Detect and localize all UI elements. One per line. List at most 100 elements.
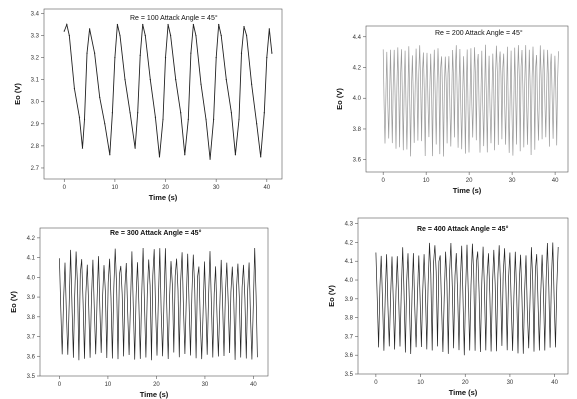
y-tick-label: 3.9 bbox=[27, 295, 36, 301]
y-tick-label: 3.0 bbox=[31, 100, 40, 106]
x-tick-label: 20 bbox=[462, 380, 469, 386]
data-point bbox=[154, 116, 157, 118]
data-point bbox=[66, 23, 68, 26]
data-point bbox=[230, 112, 232, 114]
data-point bbox=[209, 158, 211, 160]
data-point bbox=[94, 52, 96, 54]
data-point bbox=[83, 118, 86, 120]
x-axis-label: Time (s) bbox=[149, 193, 178, 202]
x-tick-label: 0 bbox=[374, 380, 378, 386]
x-tick-label: 10 bbox=[112, 185, 119, 191]
data-point bbox=[238, 118, 240, 120]
data-point bbox=[68, 34, 70, 37]
data-point bbox=[78, 116, 81, 118]
data-point bbox=[220, 34, 222, 37]
y-tick-label: 4.4 bbox=[353, 35, 362, 41]
x-tick-label: 40 bbox=[250, 382, 257, 388]
y-tick-label: 4.0 bbox=[27, 275, 36, 281]
data-point bbox=[243, 26, 245, 28]
data-point bbox=[119, 34, 121, 37]
x-axis-label: Time (s) bbox=[140, 390, 169, 399]
x-tick-label: 10 bbox=[105, 382, 112, 388]
x-tick-label: 0 bbox=[382, 178, 386, 184]
data-point bbox=[167, 23, 169, 26]
data-point bbox=[200, 83, 202, 85]
data-point bbox=[213, 118, 215, 120]
data-point bbox=[129, 112, 131, 114]
data-point bbox=[169, 34, 172, 37]
series-line bbox=[382, 44, 559, 157]
data-point bbox=[158, 156, 161, 158]
x-tick-label: 30 bbox=[507, 380, 514, 386]
x-tick-label: 0 bbox=[63, 185, 67, 191]
x-tick-label: 20 bbox=[153, 382, 160, 388]
x-tick-label: 40 bbox=[263, 185, 270, 191]
chart-title: Re = 200 Attack Angle = 45° bbox=[435, 29, 523, 37]
data-point bbox=[124, 79, 126, 81]
y-tick-label: 4.0 bbox=[353, 96, 362, 102]
x-tick-label: 30 bbox=[213, 185, 220, 191]
y-tick-label: 3.8 bbox=[27, 315, 36, 321]
chart-title: Re = 400 Attack Angle = 45° bbox=[417, 225, 509, 233]
data-point bbox=[73, 87, 75, 90]
x-tick-label: 40 bbox=[551, 380, 558, 386]
data-point bbox=[234, 154, 237, 156]
data-point bbox=[190, 52, 192, 54]
data-point bbox=[134, 147, 136, 149]
x-tick-label: 0 bbox=[58, 382, 62, 388]
data-point bbox=[104, 123, 106, 125]
data-point bbox=[175, 79, 177, 81]
y-axis-label: Eo (V) bbox=[335, 88, 344, 110]
data-point bbox=[144, 34, 146, 37]
plot-frame bbox=[43, 8, 283, 180]
data-point bbox=[268, 28, 270, 30]
data-point bbox=[195, 34, 197, 37]
data-point bbox=[263, 112, 265, 114]
data-point bbox=[225, 79, 227, 81]
y-tick-label: 4.1 bbox=[27, 256, 36, 262]
y-tick-label: 3.8 bbox=[353, 127, 362, 133]
y-tick-label: 3.5 bbox=[345, 372, 354, 378]
x-axis-label: Time (s) bbox=[449, 388, 478, 397]
data-point bbox=[114, 56, 116, 59]
chart-4: 0 10 20 30 40 3.5 3.6 3.7 3.8 3.9 4.0 4.1 4.2 4.3 Time… bbox=[327, 217, 569, 397]
data-point bbox=[240, 52, 243, 54]
x-tick-label: 10 bbox=[417, 380, 424, 386]
y-axis-label: Eo (V) bbox=[13, 83, 22, 105]
y-tick-label: 4.2 bbox=[27, 236, 36, 242]
chart-1: 0 10 20 30 40 2.7 2.8 2.9 3.0 3.1 3.2 3.3 3.4 Time (s… bbox=[13, 8, 283, 202]
series-line bbox=[375, 242, 559, 356]
y-tick-label: 3.6 bbox=[345, 353, 354, 359]
y-axis-label: Eo (V) bbox=[327, 285, 336, 307]
x-tick-label: 30 bbox=[509, 178, 516, 184]
data-point bbox=[81, 147, 84, 149]
data-point bbox=[205, 118, 207, 120]
y-tick-label: 3.5 bbox=[27, 374, 36, 380]
data-point bbox=[142, 23, 144, 26]
data-point bbox=[63, 30, 65, 32]
data-point bbox=[266, 56, 268, 59]
data-point bbox=[256, 123, 258, 125]
x-tick-label: 40 bbox=[552, 178, 559, 184]
y-tick-label: 3.3 bbox=[31, 33, 40, 39]
y-tick-label: 3.9 bbox=[345, 297, 354, 303]
y-tick-label: 3.4 bbox=[31, 11, 40, 17]
series-line bbox=[59, 247, 258, 361]
x-tick-label: 30 bbox=[202, 382, 209, 388]
data-point bbox=[184, 154, 186, 156]
data-point bbox=[137, 112, 139, 114]
data-point bbox=[260, 156, 262, 158]
y-tick-label: 4.2 bbox=[345, 240, 354, 246]
data-point bbox=[180, 112, 182, 114]
y-tick-label: 3.2 bbox=[31, 56, 40, 62]
y-tick-label: 4.0 bbox=[345, 278, 354, 284]
data-point bbox=[149, 79, 151, 81]
chart-title: Re = 100 Attack Angle = 45° bbox=[130, 14, 218, 22]
data-point bbox=[99, 96, 101, 98]
y-tick-label: 2.8 bbox=[31, 144, 40, 150]
x-tick-label: 10 bbox=[423, 178, 430, 184]
chart-3: 0 10 20 30 40 3.5 3.6 3.7 3.8 3.9 4.0 4.1 4.2 Time (s… bbox=[9, 227, 269, 399]
y-tick-label: 3.7 bbox=[27, 335, 36, 341]
data-point bbox=[251, 83, 253, 85]
